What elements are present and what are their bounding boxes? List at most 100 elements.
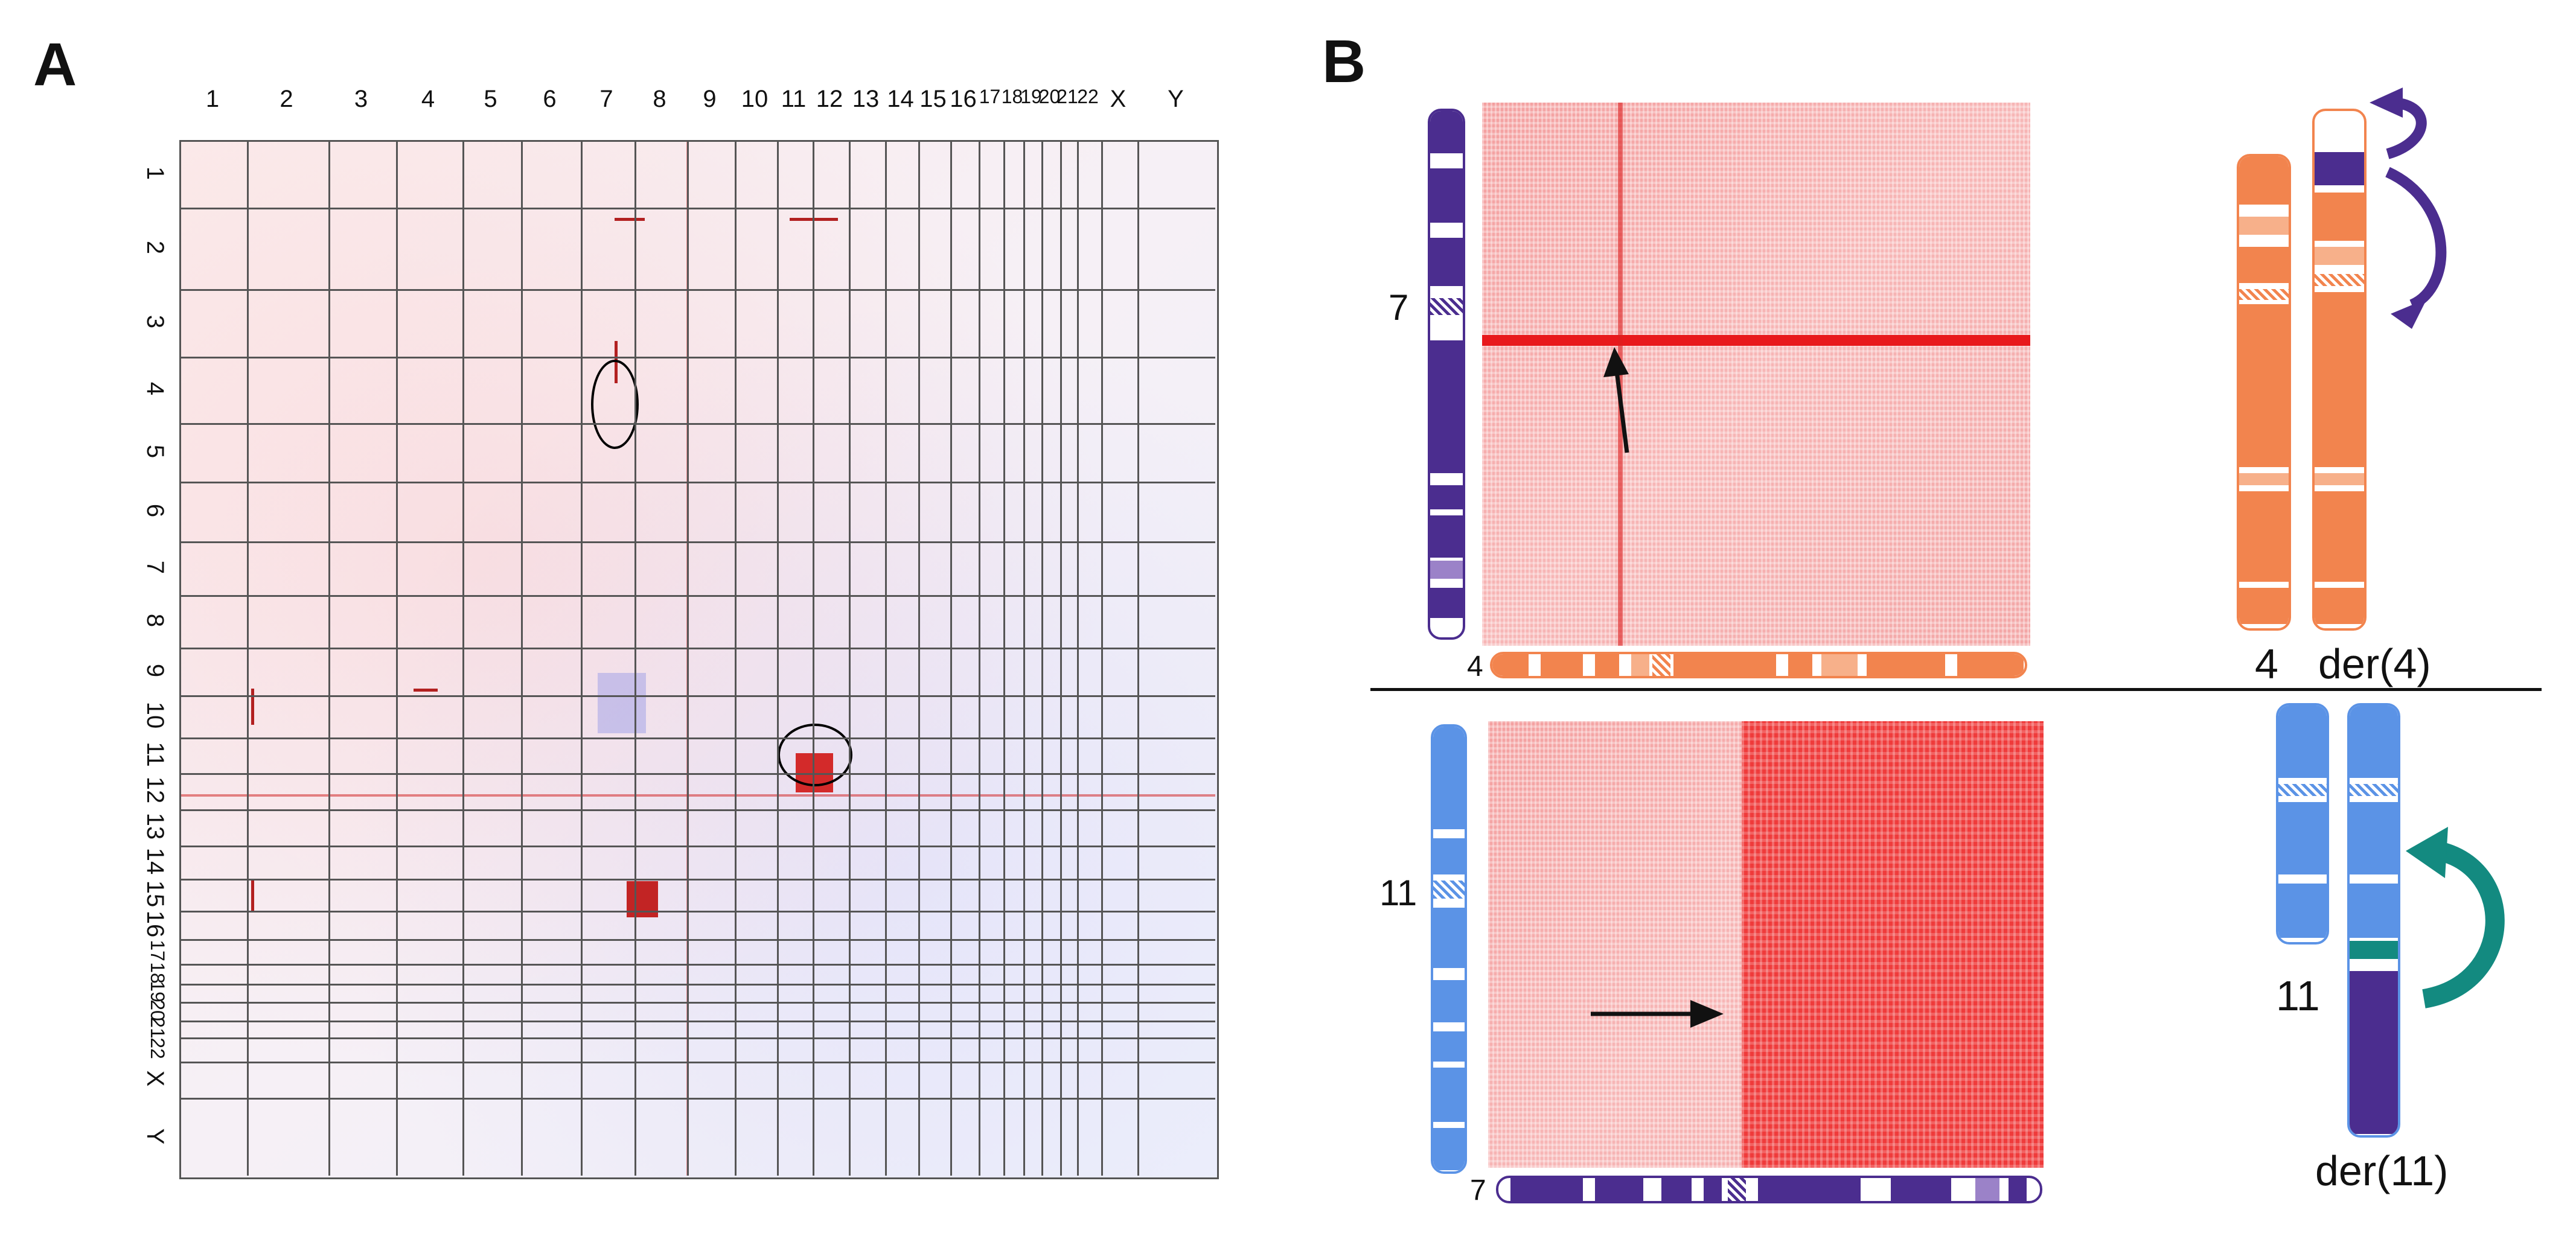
row-label-chr-X: X <box>142 1070 168 1087</box>
row-label-chr-3: 3 <box>142 314 168 329</box>
grid-line-horizontal <box>181 289 1215 291</box>
top-arrow-icon <box>1603 347 1629 453</box>
row-label-chr-1: 1 <box>142 166 168 180</box>
grid-line-vertical <box>849 142 851 1176</box>
column-label-chr-19: 19 <box>1020 86 1042 107</box>
grid-line-horizontal <box>181 773 1215 775</box>
column-label-chr-4: 4 <box>421 86 435 112</box>
grid-line-horizontal <box>181 208 1215 209</box>
column-label-chr-7: 7 <box>599 86 613 112</box>
chromosome-11-label: 11 <box>2276 972 2320 1019</box>
top-chromosome-7-vertical-ideogram <box>1428 109 1465 640</box>
chromosome-4-ideogram <box>2237 154 2291 631</box>
grid-line-horizontal <box>181 695 1215 697</box>
grid-line-vertical <box>885 142 887 1176</box>
grid-line-vertical <box>1137 142 1139 1176</box>
grid-line-horizontal <box>181 1062 1215 1063</box>
grid-line-vertical <box>521 142 523 1176</box>
grid-line-horizontal <box>181 648 1215 649</box>
highlight-ellipse-4-7 <box>591 360 639 449</box>
bottom-chromosome-7-horizontal-ideogram <box>1496 1176 2042 1203</box>
signal-line-1-7 <box>615 218 645 221</box>
der-11-label: der(11) <box>2315 1147 2449 1194</box>
column-label-chr-Y: Y <box>1168 86 1184 112</box>
chromosome-11-ideogram <box>2276 703 2329 944</box>
grid-line-vertical <box>462 142 464 1176</box>
grid-line-vertical <box>247 142 249 1176</box>
grid-line-horizontal <box>181 1021 1215 1022</box>
grid-line-vertical <box>918 142 920 1176</box>
highlight-ellipse-7-11 <box>778 724 852 786</box>
grid-line-horizontal <box>181 1098 1215 1100</box>
grid-line-horizontal <box>181 939 1215 941</box>
column-label-chr-8: 8 <box>653 86 666 112</box>
grid-line-vertical <box>687 142 689 1176</box>
top-x-chrom-label: 4 <box>1467 651 1483 683</box>
column-label-chr-15: 15 <box>919 86 947 112</box>
column-label-chr-13: 13 <box>852 86 880 112</box>
grid-line-vertical <box>735 142 737 1176</box>
grid-line-horizontal <box>181 964 1215 966</box>
grid-line-vertical <box>1003 142 1005 1176</box>
grid-line-horizontal <box>181 737 1215 739</box>
der-4-label: der(4) <box>2318 640 2431 687</box>
grid-line-vertical <box>1023 142 1025 1176</box>
column-label-chr-17: 17 <box>979 86 1001 107</box>
top-hic-heatmap <box>1482 103 2030 646</box>
grid-line-horizontal <box>181 846 1215 847</box>
grid-line-horizontal <box>181 809 1215 811</box>
grid-line-vertical <box>777 142 779 1176</box>
grid-line-vertical <box>328 142 330 1176</box>
grid-line-vertical <box>1060 142 1062 1176</box>
der-11-curved-arrow-icon <box>2406 827 2505 1008</box>
signal-line-7-1 <box>251 689 254 725</box>
row-label-chr-8: 8 <box>142 613 168 627</box>
genome-wide-hic-heatmap <box>179 140 1219 1179</box>
grid-line-vertical <box>950 142 952 1176</box>
grid-line-horizontal <box>181 911 1215 913</box>
bottom-chromosome-11-vertical-ideogram <box>1431 724 1467 1174</box>
grid-line-vertical <box>396 142 398 1176</box>
column-label-chr-16: 16 <box>950 86 977 112</box>
column-label-chr-12: 12 <box>816 86 843 112</box>
grid-line-vertical <box>813 142 814 1176</box>
grid-line-vertical <box>634 142 636 1176</box>
column-label-chr-11: 11 <box>781 86 807 112</box>
signal-line-chr9-horizontal <box>181 794 1215 797</box>
row-label-chr-9: 9 <box>142 663 168 677</box>
bottom-hic-heatmap <box>1488 721 2044 1168</box>
der-11-ideogram <box>2347 703 2400 1138</box>
column-label-chr-5: 5 <box>484 86 497 112</box>
der-4-ideogram <box>2312 109 2367 631</box>
bottom-arrow-icon <box>1591 1000 1724 1028</box>
column-label-chr-1: 1 <box>205 86 220 112</box>
row-label-chr-6: 6 <box>142 503 168 517</box>
column-label-chr-21: 21 <box>1056 86 1078 107</box>
column-label-chr-20: 20 <box>1038 86 1061 107</box>
column-label-chr-6: 6 <box>543 86 557 112</box>
bottom-x-chrom-label: 7 <box>1470 1174 1486 1206</box>
grid-line-horizontal <box>181 1037 1215 1039</box>
row-label-chr-4: 4 <box>142 381 168 396</box>
grid-line-vertical <box>979 142 980 1176</box>
column-label-chr-18: 18 <box>1001 86 1023 107</box>
top-chromosome-4-horizontal-ideogram <box>1490 652 2027 678</box>
der-4-curved-arrows-icon <box>2370 88 2447 329</box>
grid-line-horizontal <box>181 357 1215 358</box>
grid-line-horizontal <box>181 879 1215 881</box>
signal-line-11-1 <box>251 879 254 913</box>
row-label-chr-Y: Y <box>142 1128 168 1144</box>
grid-line-horizontal <box>181 423 1215 425</box>
column-label-chr-X: X <box>1110 86 1127 112</box>
grid-line-vertical <box>581 142 583 1176</box>
row-label-chr-2: 2 <box>142 240 168 254</box>
grid-line-horizontal <box>181 595 1215 597</box>
column-label-chr-14: 14 <box>887 86 914 112</box>
bottom-y-chrom-label: 11 <box>1379 873 1417 913</box>
grid-line-vertical <box>1077 142 1079 1176</box>
column-label-chr-3: 3 <box>354 86 368 112</box>
column-label-chr-10: 10 <box>741 86 769 112</box>
column-label-chr-22: 22 <box>1077 86 1099 107</box>
grid-line-horizontal <box>181 541 1215 543</box>
grid-line-vertical <box>1101 142 1103 1176</box>
